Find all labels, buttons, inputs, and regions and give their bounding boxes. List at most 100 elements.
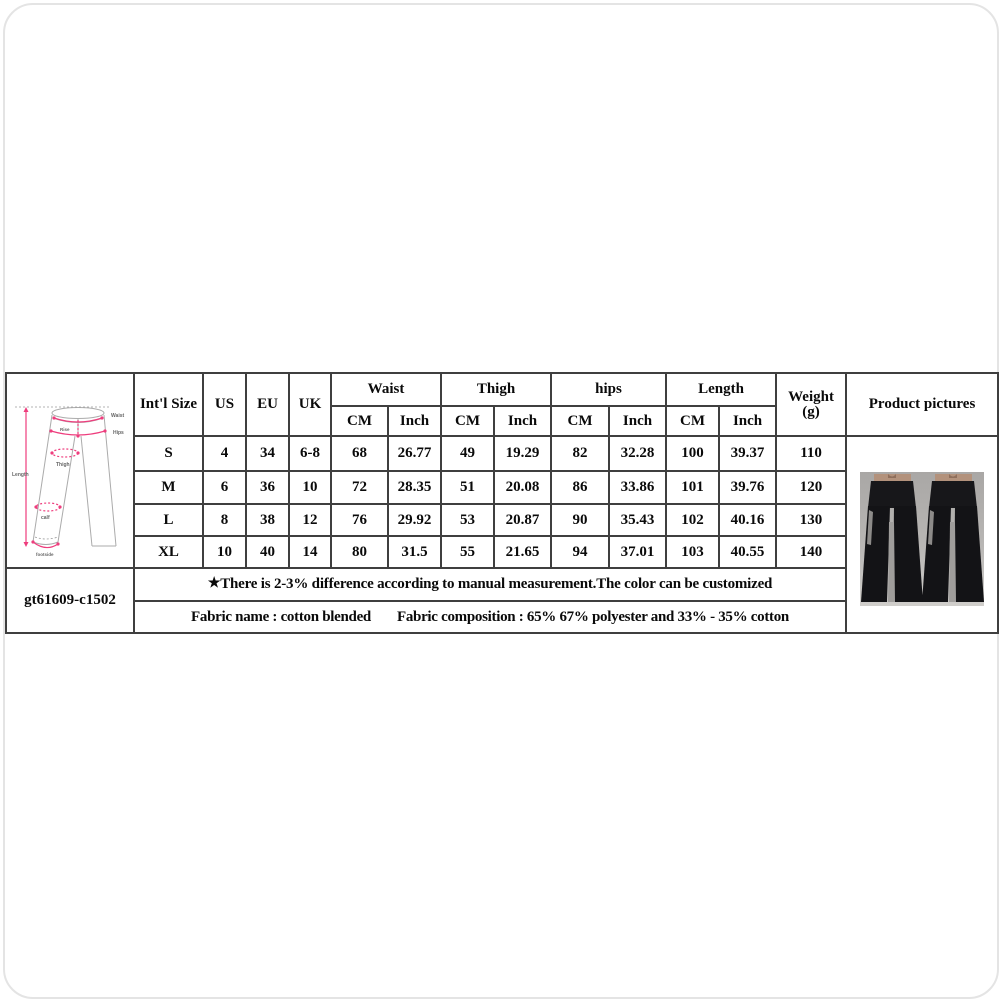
cell-thigh-inch: 21.65 (492, 535, 553, 569)
cell-length-cm: 100 (665, 435, 721, 472)
sketch-label-length: Length (12, 472, 29, 478)
cell-length-inch: 39.37 (718, 435, 778, 472)
black-pants-photo (860, 471, 985, 606)
header-weight: Weight (g) (775, 372, 848, 437)
cell-hips-cm: 90 (550, 503, 611, 537)
size-row-m: M 6 36 10 72 28.35 51 20.08 86 33.86 101… (6, 470, 998, 505)
cell-hips-cm: 94 (550, 535, 611, 569)
cell-thigh-inch: 19.29 (492, 435, 553, 472)
subheader-waist-inch: Inch (387, 405, 442, 437)
header-weight-line2: (g) (802, 403, 820, 420)
cell-thigh-inch: 20.08 (492, 470, 553, 505)
cell-waist-cm: 68 (330, 435, 389, 472)
fabric-composition-text: Fabric composition : 65% 67% polyester a… (396, 608, 789, 625)
cell-hips-cm: 82 (550, 435, 611, 472)
cell-eu: 40 (245, 535, 290, 569)
header-group-thigh: Thigh (439, 372, 553, 407)
cell-waist-inch: 26.77 (387, 435, 442, 472)
pants-sketch-drawing: Waist Hips Rise Thigh calf footside Leng… (12, 406, 124, 557)
size-row-s: S 4 34 6-8 68 26.77 49 19.29 82 32.28 10… (6, 435, 1000, 634)
cell-us: 4 (202, 435, 247, 472)
cell-length-inch: 39.76 (718, 470, 778, 505)
size-row-l: L 8 38 12 76 29.92 53 20.87 90 35.43 102… (6, 503, 998, 537)
subheader-length-inch: Inch (718, 405, 778, 437)
cell-hips-inch: 32.28 (608, 435, 668, 472)
header-group-hips: hips (550, 372, 668, 407)
header-eu: EU (245, 372, 290, 437)
cell-length-inch: 40.16 (718, 503, 778, 537)
cell-hips-cm: 86 (550, 470, 611, 505)
cell-thigh-cm: 53 (440, 503, 495, 537)
cell-waist-cm: 72 (330, 470, 389, 505)
cell-size: XL (133, 535, 204, 569)
cell-us: 6 (202, 470, 247, 505)
header-group-length: Length (665, 372, 778, 407)
sketch-label-waist: Waist (111, 413, 124, 419)
subheader-waist-cm: CM (330, 405, 389, 437)
cell-thigh-cm: 55 (440, 535, 495, 569)
cell-hips-inch: 33.86 (608, 470, 668, 505)
cell-thigh-inch: 20.87 (492, 503, 553, 537)
cell-waist-inch: 28.35 (387, 470, 442, 505)
subheader-hips-inch: Inch (608, 405, 668, 437)
cell-weight: 120 (775, 470, 848, 505)
cell-length-inch: 40.55 (718, 535, 778, 569)
size-row-xl: XL 10 40 14 80 31.5 55 21.65 94 37.01 10… (6, 535, 998, 569)
cell-thigh-cm: 51 (440, 470, 495, 505)
subheader-length-cm: CM (665, 405, 721, 437)
cell-uk: 10 (288, 470, 332, 505)
subheader-thigh-inch: Inch (492, 405, 553, 437)
sketch-label-footside: footside (36, 552, 54, 557)
header-intl-size: Int'l Size (133, 372, 204, 437)
product-photo (860, 471, 985, 606)
cell-uk: 12 (288, 503, 332, 537)
cell-waist-inch: 29.92 (387, 503, 442, 537)
fabric-name-text: Fabric name : cotton blended (191, 608, 371, 625)
star-icon: ★ (207, 576, 221, 591)
cell-us: 8 (202, 503, 247, 537)
header-us: US (202, 372, 247, 437)
sketch-label-calf: calf (41, 515, 50, 521)
cell-eu: 34 (245, 435, 290, 472)
cell-length-cm: 102 (665, 503, 721, 537)
sketch-label-hips: Hips (113, 430, 124, 436)
size-chart-table: Waist Hips Rise Thigh calf footside Leng… (5, 372, 1000, 634)
cell-weight: 140 (775, 535, 848, 569)
header-group-waist: Waist (330, 372, 442, 407)
cell-waist-cm: 76 (330, 503, 389, 537)
cell-weight: 130 (775, 503, 848, 537)
table-row: Waist Hips Rise Thigh calf footside Leng… (5, 372, 1000, 569)
table-row: gt61609-c1502 ★There is 2-3% difference … (5, 567, 998, 634)
cell-hips-inch: 35.43 (608, 503, 668, 537)
header-weight-line1: Weight (788, 388, 834, 405)
cell-length-cm: 101 (665, 470, 721, 505)
measurement-note: ★There is 2-3% difference according to m… (132, 567, 848, 602)
cell-hips-inch: 37.01 (608, 535, 668, 569)
pants-back-view (922, 473, 985, 602)
header-product-pictures: Product pictures (845, 372, 1000, 437)
product-code: gt61609-c1502 (5, 567, 135, 634)
subheader-hips-cm: CM (550, 405, 611, 437)
sketch-label-rise: Rise (60, 427, 70, 432)
cell-us: 10 (202, 535, 247, 569)
pants-front-view (861, 473, 924, 602)
cell-length-cm: 103 (665, 535, 721, 569)
cell-weight: 110 (775, 435, 848, 472)
table-row: CM Inch CM Inch CM Inch CM Inch (6, 405, 998, 437)
cell-uk: 14 (288, 535, 332, 569)
cell-eu: 38 (245, 503, 290, 537)
cell-eu: 36 (245, 470, 290, 505)
cell-waist-inch: 31.5 (387, 535, 442, 569)
cell-uk: 6-8 (288, 435, 332, 472)
fabric-note: Fabric name : cotton blended Fabric compo… (132, 600, 848, 634)
cell-waist-cm: 80 (330, 535, 389, 569)
product-photo-cell (845, 435, 1000, 634)
pants-measurement-diagram: Waist Hips Rise Thigh calf footside Leng… (5, 372, 135, 569)
cell-size: S (133, 435, 204, 472)
header-uk: UK (288, 372, 332, 437)
measurement-note-text: There is 2-3% difference according to ma… (220, 576, 773, 592)
cell-thigh-cm: 49 (440, 435, 495, 472)
cell-size: M (133, 470, 204, 505)
subheader-thigh-cm: CM (440, 405, 495, 437)
